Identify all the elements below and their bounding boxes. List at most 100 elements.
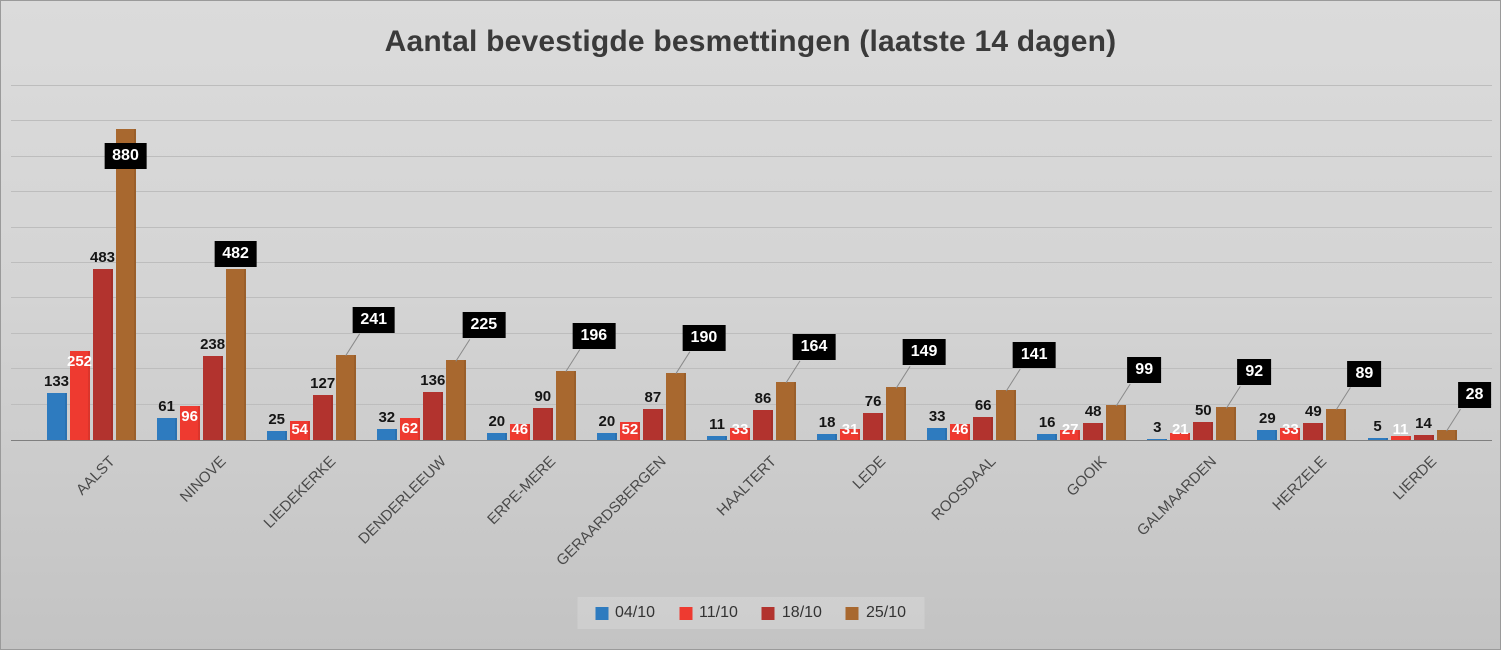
bar-lierde-25-10	[1436, 430, 1457, 440]
bar-geraardsbergen-11-10	[619, 421, 640, 440]
value-label: 3	[1153, 418, 1162, 436]
bar-lede-04-10	[817, 433, 838, 440]
value-callout: 164	[792, 333, 836, 360]
bar-aalst-11-10	[69, 350, 90, 440]
bar-ninove-11-10	[179, 406, 200, 440]
value-label: 66	[974, 396, 992, 414]
legend-label: 18/10	[781, 604, 822, 621]
plot-area: 133 252 483 880 61 96 238 482 25 54 127 241 32 62 136 2…	[11, 85, 1492, 441]
bar-gooik-11-10	[1060, 430, 1081, 440]
x-axis-label: LEDE	[849, 453, 890, 493]
x-axis-label: AALST	[73, 453, 120, 499]
value-label: 14	[1415, 415, 1432, 432]
value-label: 483	[89, 249, 116, 266]
bar-lede-11-10	[840, 429, 861, 440]
bar-roosdaal-18-10	[973, 416, 994, 440]
bar-lede-18-10	[863, 413, 884, 440]
bar-liedekerke-18-10	[312, 395, 333, 440]
bar-herzele-11-10	[1280, 428, 1301, 440]
value-label: 21	[1171, 421, 1189, 438]
legend-item: 18/10	[761, 604, 822, 622]
legend-label: 04/10	[615, 604, 656, 621]
bar-haaltert-04-10	[707, 436, 727, 440]
bar-lierde-18-10	[1413, 435, 1434, 440]
bar-aalst-04-10	[46, 392, 67, 440]
bar-erpe-mere-18-10	[532, 408, 553, 440]
gridline	[11, 191, 1492, 193]
bar-ninove-04-10	[156, 418, 177, 440]
bar-gooik-25-10	[1106, 405, 1127, 440]
value-label: 31	[841, 421, 859, 438]
value-label: 20	[598, 412, 616, 430]
value-label: 76	[864, 393, 882, 411]
value-callout: 196	[572, 322, 616, 349]
legend-item: 25/10	[845, 604, 906, 622]
x-axis-label: GERAARDSBERGEN	[553, 453, 670, 570]
bar-galmaarden-11-10	[1170, 432, 1191, 440]
bar-roosdaal-04-10	[927, 428, 948, 440]
value-label: 18	[818, 413, 836, 431]
bar-denderleeuw-04-10	[376, 428, 397, 440]
bar-roosdaal-25-10	[996, 390, 1017, 440]
value-label: 5	[1373, 418, 1382, 436]
bar-lierde-04-10	[1367, 438, 1388, 440]
value-label: 61	[158, 398, 175, 416]
value-label: 46	[511, 421, 529, 438]
value-callout: 99	[1127, 357, 1162, 383]
value-label: 90	[534, 388, 552, 406]
gridline	[11, 403, 1492, 405]
bar-haaltert-11-10	[730, 428, 750, 440]
value-label: 62	[401, 420, 419, 438]
value-label: 96	[181, 408, 198, 425]
bar-aalst-25-10	[115, 128, 136, 440]
value-label: 50	[1194, 402, 1212, 420]
bar-roosdaal-11-10	[950, 423, 971, 440]
value-label: 252	[66, 352, 93, 370]
value-callout: 89	[1347, 360, 1382, 387]
value-label: 33	[1282, 421, 1299, 438]
value-label: 238	[200, 335, 226, 353]
value-label: 133	[43, 372, 70, 390]
value-callout: 241	[352, 306, 396, 333]
value-callout: 149	[902, 339, 946, 366]
bar-lierde-11-10	[1390, 436, 1411, 440]
bar-ninove-18-10	[202, 355, 223, 440]
value-callout: 92	[1237, 359, 1272, 386]
bar-aalst-18-10	[92, 269, 113, 440]
bar-erpe-mere-11-10	[509, 423, 530, 440]
x-axis-label: HERZELE	[1268, 453, 1330, 514]
value-callout: 225	[462, 312, 506, 339]
bar-herzele-25-10	[1326, 408, 1347, 440]
x-axis-label: GOOIK	[1062, 453, 1110, 500]
x-axis-label: NINOVE	[176, 453, 230, 506]
bar-erpe-mere-25-10	[555, 370, 576, 440]
value-label: 32	[378, 408, 396, 426]
value-label: 136	[420, 371, 446, 389]
value-label: 11	[1392, 421, 1409, 438]
bar-gooik-18-10	[1083, 423, 1104, 440]
x-axis-label: GALMAARDEN	[1133, 453, 1220, 540]
value-label: 33	[928, 408, 946, 426]
bar-galmaarden-04-10	[1147, 438, 1168, 440]
value-label: 86	[754, 389, 772, 407]
value-label: 33	[731, 421, 749, 438]
chart-title: Aantal bevestigde besmettingen (laatste …	[384, 25, 1117, 58]
bar-gooik-04-10	[1037, 434, 1058, 440]
gridline	[11, 368, 1492, 370]
bar-herzele-18-10	[1303, 422, 1324, 440]
value-label: 127	[310, 375, 336, 392]
value-label: 16	[1038, 414, 1056, 432]
legend-swatch	[679, 606, 693, 620]
legend-item: 04/10	[595, 604, 655, 622]
gridline	[11, 332, 1492, 334]
value-label: 48	[1084, 403, 1102, 420]
legend-swatch	[845, 606, 859, 620]
bar-galmaarden-18-10	[1193, 422, 1214, 440]
bar-denderleeuw-18-10	[422, 391, 443, 440]
legend-swatch	[595, 606, 608, 620]
x-axis-label: LIERDE	[1389, 453, 1441, 504]
value-label: 54	[291, 421, 309, 438]
x-axis-label: ROOSDAAL	[928, 453, 1000, 524]
bar-denderleeuw-11-10	[399, 418, 420, 440]
